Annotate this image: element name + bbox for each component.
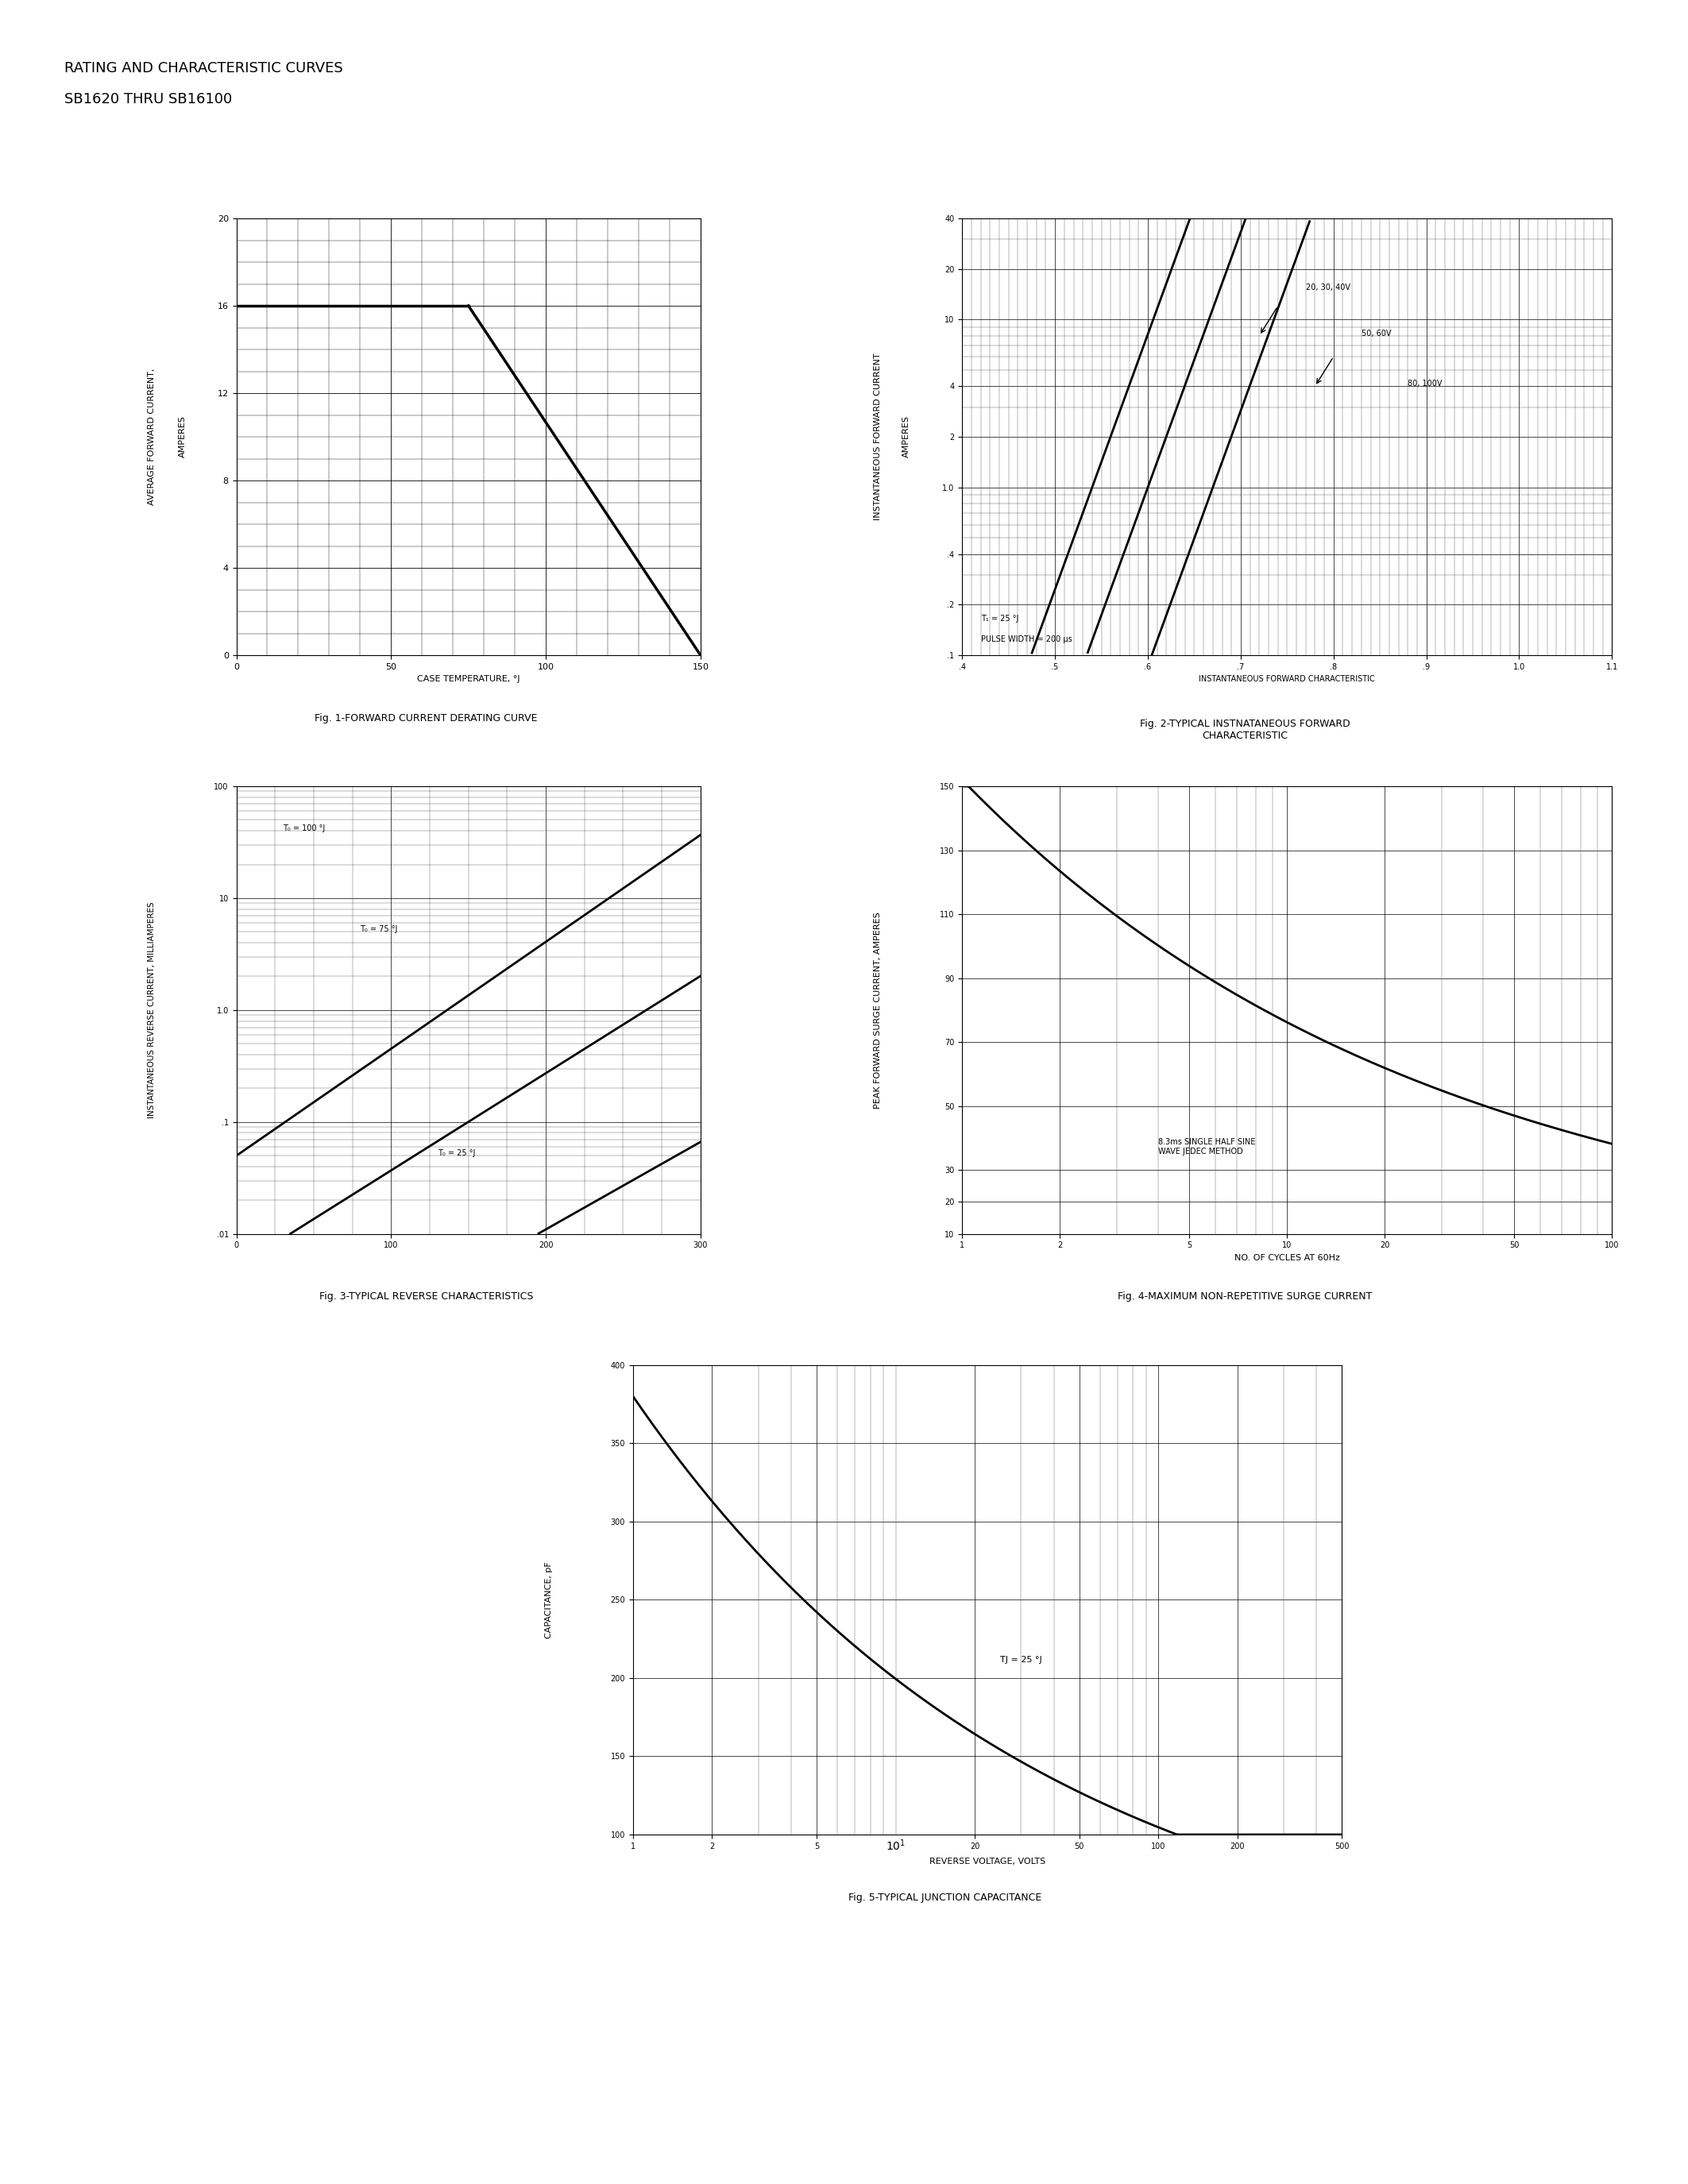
Text: Fig. 2-TYPICAL INSTNATANEOUS FORWARD
CHARACTERISTIC: Fig. 2-TYPICAL INSTNATANEOUS FORWARD CHA… [1139,719,1350,740]
Text: PULSE WIDTH = 200 µs: PULSE WIDTH = 200 µs [981,636,1072,644]
Text: 20, 30, 40V: 20, 30, 40V [1307,284,1350,290]
Text: PEAK FORWARD SURGE CURRENT, AMPERES: PEAK FORWARD SURGE CURRENT, AMPERES [874,911,881,1109]
Text: 80, 100V: 80, 100V [1408,380,1442,389]
Text: RATING AND CHARACTERISTIC CURVES: RATING AND CHARACTERISTIC CURVES [64,61,343,76]
Text: Fig. 4-MAXIMUM NON-REPETITIVE SURGE CURRENT: Fig. 4-MAXIMUM NON-REPETITIVE SURGE CURR… [1117,1291,1372,1302]
Text: AMPERES: AMPERES [903,415,910,459]
Text: Fig. 1-FORWARD CURRENT DERATING CURVE: Fig. 1-FORWARD CURRENT DERATING CURVE [314,712,537,723]
Text: AVERAGE FORWARD CURRENT,: AVERAGE FORWARD CURRENT, [149,369,155,505]
X-axis label: REVERSE VOLTAGE, VOLTS: REVERSE VOLTAGE, VOLTS [930,1859,1045,1865]
Text: T₀ = 25 °J: T₀ = 25 °J [437,1149,474,1158]
Text: Fig. 3-TYPICAL REVERSE CHARACTERISTICS: Fig. 3-TYPICAL REVERSE CHARACTERISTICS [319,1291,533,1302]
Text: 50, 60V: 50, 60V [1361,330,1391,336]
X-axis label: INSTANTANEOUS FORWARD CHARACTERISTIC: INSTANTANEOUS FORWARD CHARACTERISTIC [1198,675,1376,684]
Text: AMPERES: AMPERES [179,415,186,459]
Text: Fig. 5-TYPICAL JUNCTION CAPACITANCE: Fig. 5-TYPICAL JUNCTION CAPACITANCE [849,1891,1041,1902]
Text: T₁ = 25 °J: T₁ = 25 °J [981,614,1018,622]
X-axis label: CASE TEMPERATURE, °J: CASE TEMPERATURE, °J [417,675,520,684]
Text: 8.3ms SINGLE HALF SINE
WAVE JEDEC METHOD: 8.3ms SINGLE HALF SINE WAVE JEDEC METHOD [1158,1138,1254,1155]
X-axis label: NO. OF CYCLES AT 60Hz: NO. OF CYCLES AT 60Hz [1234,1254,1340,1262]
Text: INSTANTANEOUS FORWARD CURRENT: INSTANTANEOUS FORWARD CURRENT [874,354,881,520]
Text: CAPACITANCE, pF: CAPACITANCE, pF [545,1562,552,1638]
Text: SB1620 THRU SB16100: SB1620 THRU SB16100 [64,92,231,107]
Text: T₀ = 75 °J: T₀ = 75 °J [360,926,398,933]
Text: INSTANTANEOUS REVERSE CURRENT, MILLIAMPERES: INSTANTANEOUS REVERSE CURRENT, MILLIAMPE… [149,902,155,1118]
Text: T₀ = 100 °J: T₀ = 100 °J [284,823,326,832]
Text: TJ = 25 °J: TJ = 25 °J [1001,1655,1041,1664]
